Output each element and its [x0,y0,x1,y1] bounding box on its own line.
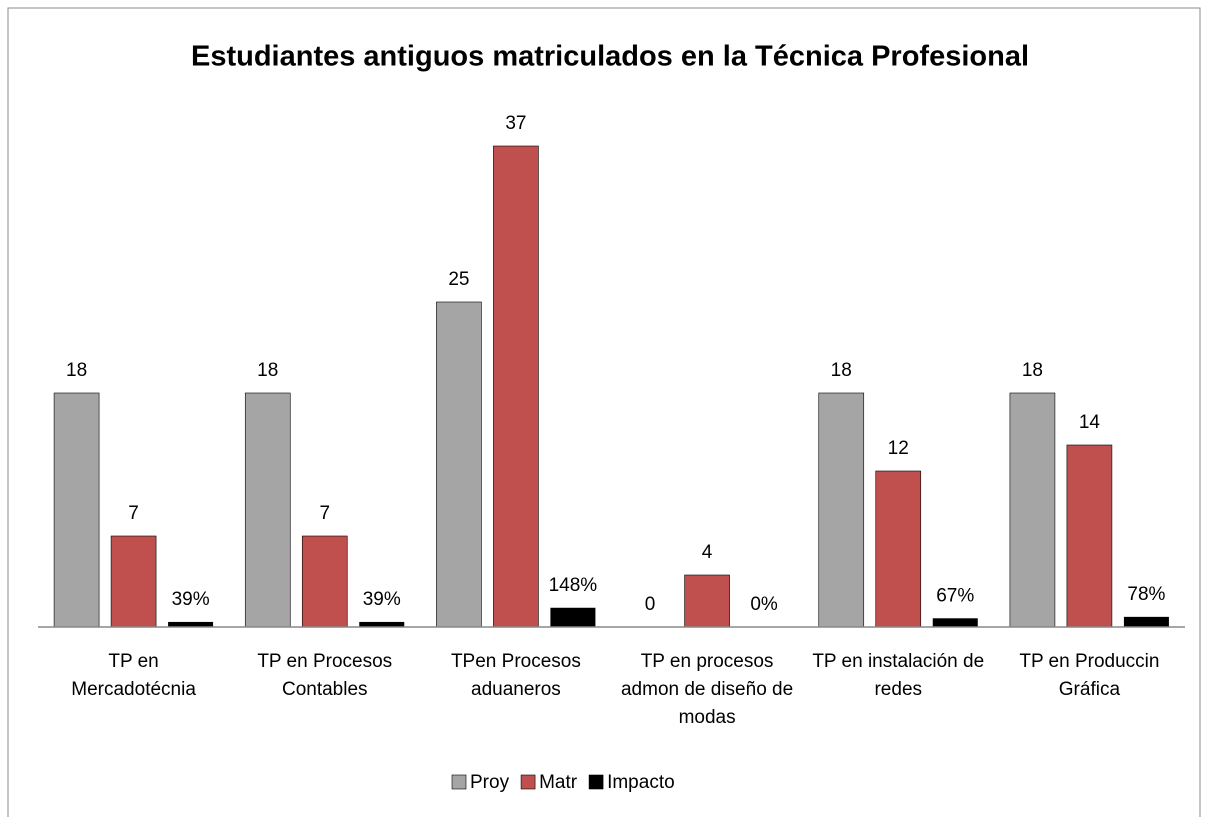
x-tick-label: TPen Procesos aduaneros [450,651,581,700]
legend-swatch [588,774,604,790]
data-label: 0% [750,594,778,615]
bar [244,392,291,628]
data-label: 18 [257,360,278,381]
legend-label: Proy [470,772,510,793]
data-label: 7 [319,503,330,524]
data-label: 78% [1127,584,1165,605]
x-tick-label: TP en Mercadotécnia [71,651,196,700]
bar [359,621,405,627]
bar [818,392,865,628]
data-label: 18 [1022,360,1043,381]
legend-label: Matr [539,772,578,793]
data-label: 39% [172,589,210,610]
data-label: 0 [645,594,656,615]
data-label: 18 [66,360,87,381]
bar [301,535,348,628]
data-label: 148% [549,575,598,596]
legend-swatch [520,774,536,790]
bar [550,607,596,627]
bar [684,574,730,628]
legend-swatch [451,774,467,790]
data-label: 25 [448,269,469,290]
bar [1009,392,1056,628]
bar [1066,444,1113,628]
bar [110,535,157,628]
data-label: 37 [505,113,526,134]
chart-title: Estudiantes antiguos matriculados en la … [191,41,1029,73]
x-tick-label: TP en Procesos Contables [257,651,393,700]
bar [932,618,978,627]
data-label: 39% [363,589,401,610]
bar [168,621,214,627]
bar [436,301,482,628]
legend-label: Impacto [607,772,675,793]
chart-frame [7,7,1201,817]
x-tick-label: TP en instalación de redes [812,651,985,700]
x-tick-label: TP en Produccin Gráfica [1019,651,1160,700]
data-label: 18 [831,360,852,381]
data-label: 14 [1079,412,1101,433]
data-label: 4 [702,542,713,563]
bar [875,470,922,628]
x-tick-label: TP en procesos admon de diseño de modas [620,651,794,728]
data-label: 12 [888,438,909,459]
data-label: 7 [128,503,139,524]
data-label: 67% [936,585,974,606]
bar [1123,616,1169,627]
bar [53,392,100,628]
bar [493,145,539,628]
